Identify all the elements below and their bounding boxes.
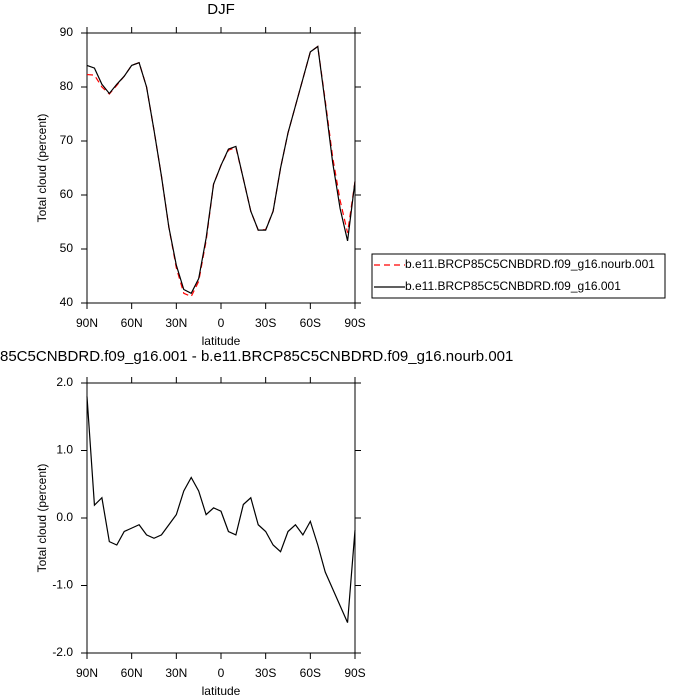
data-line <box>86 396 356 623</box>
y-tick-label: -2.0 <box>52 645 73 659</box>
x-axis-label: latitude <box>202 684 241 698</box>
x-tick-label: 30S <box>255 666 276 680</box>
x-tick-label: 90S <box>344 666 365 680</box>
y-tick-label: 80 <box>60 79 74 93</box>
y-axis-label: Total cloud (percent) <box>35 464 49 573</box>
y-tick-label: 0.0 <box>56 510 73 524</box>
y-tick-label: 40 <box>60 295 74 309</box>
y-tick-label: -1.0 <box>52 578 73 592</box>
x-tick-label: 30S <box>255 316 276 330</box>
data-line <box>86 45 356 298</box>
x-tick-label: 30N <box>165 666 187 680</box>
x-tick-label: 0 <box>218 666 225 680</box>
chart-title: 85C5CNBDRD.f09_g16.001 - b.e11.BRCP85C5C… <box>0 348 513 365</box>
y-tick-label: 70 <box>60 133 74 147</box>
x-tick-label: 60N <box>121 316 143 330</box>
legend-label: b.e11.BRCP85C5CNBDRD.f09_g16.nourb.001 <box>405 257 655 271</box>
legend-box <box>371 253 666 299</box>
y-tick-label: 60 <box>60 187 74 201</box>
chart-title: DJF <box>207 1 235 18</box>
x-tick-label: 0 <box>218 316 225 330</box>
x-tick-label: 90N <box>76 666 98 680</box>
y-tick-label: 2.0 <box>56 375 73 389</box>
x-tick-label: 90S <box>344 316 365 330</box>
x-axis-label: latitude <box>202 334 241 348</box>
data-line <box>86 45 356 295</box>
y-tick-label: 1.0 <box>56 443 73 457</box>
x-tick-label: 60S <box>300 316 321 330</box>
x-tick-label: 90N <box>76 316 98 330</box>
x-tick-label: 60S <box>300 666 321 680</box>
x-tick-label: 30N <box>165 316 187 330</box>
y-tick-label: 50 <box>60 241 74 255</box>
y-axis-label: Total cloud (percent) <box>35 114 49 223</box>
legend-label: b.e11.BRCP85C5CNBDRD.f09_g16.001 <box>405 279 621 293</box>
plot-frame <box>86 382 356 654</box>
plot-frame <box>86 32 356 304</box>
x-tick-label: 60N <box>121 666 143 680</box>
y-tick-label: 90 <box>60 25 74 39</box>
